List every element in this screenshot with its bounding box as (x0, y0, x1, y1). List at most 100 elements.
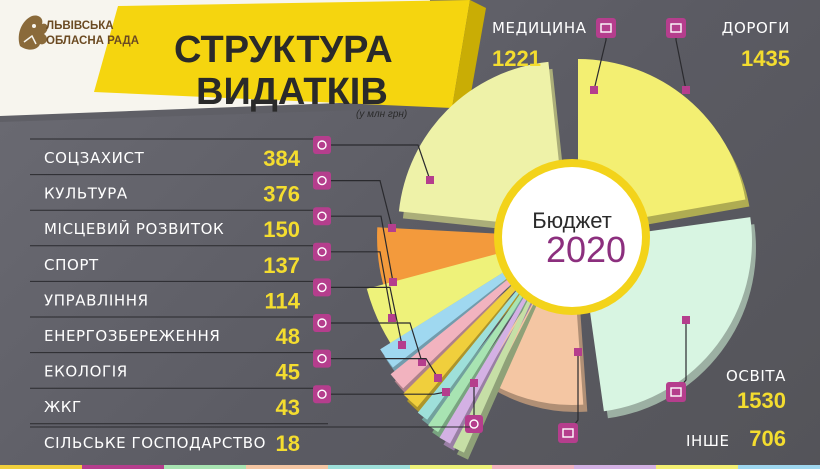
slice-education (588, 217, 752, 412)
major-category-value: 1530 (737, 388, 786, 413)
title-unit: (у млн грн) (356, 109, 407, 120)
major-category-label: МЕДИЦИНА (492, 19, 587, 37)
category-value: 45 (276, 360, 300, 385)
road-icon (666, 18, 686, 38)
strip-segment (492, 465, 575, 469)
category-row: СПОРТ 137 (30, 242, 331, 278)
education-books-icon (666, 382, 686, 402)
bottom-color-strip (0, 465, 820, 469)
category-value: 137 (263, 253, 300, 278)
connector-line (331, 215, 394, 283)
slice-housing (439, 288, 532, 444)
strip-segment (738, 465, 820, 469)
slice-local-development (380, 268, 513, 368)
strip-segment (656, 465, 739, 469)
major-category-labels: МЕДИЦИНА 1221 ДОРОГИ 1435 ОСВІТА 1530 ІНШЕ 706 (492, 18, 790, 451)
connector-marker (418, 358, 426, 366)
connector-marker (442, 388, 450, 396)
center-year: 2020 (546, 229, 626, 270)
connector-marker (682, 86, 690, 94)
category-row: ЕКОЛОГІЯ 45 (30, 349, 331, 385)
theatre-masks-icon (313, 171, 331, 190)
strip-segment (246, 465, 329, 469)
connector-marker (682, 316, 690, 324)
strip-segment (82, 465, 165, 469)
connector-line (331, 322, 423, 363)
slice-energy-saving (417, 283, 525, 420)
major-category-label: ІНШЕ (686, 432, 730, 450)
category-value: 376 (263, 182, 300, 207)
local-development-icon (313, 207, 331, 226)
strip-segment (0, 465, 83, 469)
major-category: ДОРОГИ 1435 (666, 18, 790, 94)
sport-runner-icon (313, 242, 331, 261)
center-label: Бюджет (532, 208, 612, 233)
organization-line2: ОБЛАСНА РАДА (46, 35, 139, 47)
ecology-leaf-icon (313, 349, 331, 368)
category-row: МІСЦЕВИЙ РОЗВИТОК 150 (30, 207, 331, 242)
major-category-value: 1221 (492, 46, 541, 71)
connector-line (331, 180, 393, 229)
category-label: МІСЦЕВИЙ РОЗВИТОК (44, 219, 224, 238)
category-label: УПРАВЛІННЯ (44, 291, 149, 309)
lion-emblem-icon (18, 15, 48, 50)
title-banner (94, 0, 470, 108)
connector-marker (388, 314, 396, 322)
agriculture-tractor-icon (465, 415, 483, 433)
category-value: 18 (276, 431, 300, 456)
other-coins-icon (558, 423, 578, 443)
category-row: УПРАВЛІННЯ 114 (30, 278, 331, 313)
strip-segment (164, 465, 247, 469)
management-chart-icon (313, 278, 331, 297)
major-category: МЕДИЦИНА 1221 (492, 18, 616, 94)
category-value: 384 (263, 146, 300, 171)
connector-marker (388, 224, 396, 232)
connector-marker (398, 341, 406, 349)
major-category-label: ДОРОГИ (722, 19, 790, 37)
housing-building-icon (313, 385, 331, 404)
strip-segment (574, 465, 657, 469)
category-row: КУЛЬТУРА 376 (30, 171, 331, 207)
connector-line (331, 358, 439, 379)
category-label: ЕНЕРГОЗБЕРЕЖЕННЯ (44, 327, 220, 345)
category-value: 48 (276, 324, 300, 349)
connector-marker (574, 348, 582, 356)
category-row: СІЛЬСЬКЕ ГОСПОДАРСТВО 18 (30, 415, 483, 456)
category-value: 114 (265, 288, 301, 313)
category-value: 43 (276, 395, 300, 420)
major-category-value: 1435 (741, 46, 790, 71)
energy-bulb-icon (313, 314, 331, 332)
connector-marker (434, 374, 442, 382)
slice-ecology (428, 286, 529, 433)
strip-segment (328, 465, 411, 469)
major-category: ОСВІТА 1530 (666, 316, 786, 413)
slice-culture (366, 252, 510, 343)
major-category-label: ОСВІТА (726, 367, 786, 385)
center-disc (502, 167, 642, 307)
connector-line (331, 144, 431, 181)
major-category-value: 706 (749, 426, 786, 451)
category-label: КУЛЬТУРА (44, 185, 128, 203)
major-category: ІНШЕ 706 (558, 348, 786, 451)
category-label: ЕКОЛОГІЯ (44, 363, 128, 381)
category-row: СОЦЗАХИСТ 384 (30, 136, 331, 171)
social-protection-icon (313, 136, 331, 154)
connector-lines (331, 144, 478, 415)
organization-line1: ЛЬВІВСЬКА (46, 20, 114, 32)
category-label: СОЦЗАХИСТ (44, 149, 145, 167)
category-label: СІЛЬСЬКЕ ГОСПОДАРСТВО (44, 434, 266, 452)
connector-marker (470, 379, 478, 387)
connector-marker (389, 278, 397, 286)
category-value: 150 (263, 217, 300, 242)
title-banner-edge (452, 0, 486, 110)
title-line1: СТРУКТУРА (174, 29, 393, 71)
category-row: ЖКГ 43 (30, 385, 331, 420)
connector-line (331, 286, 403, 346)
category-row: ЕНЕРГОЗБЕРЕЖЕННЯ 48 (30, 314, 331, 349)
connector-marker (426, 176, 434, 184)
category-label: ЖКГ (44, 398, 82, 416)
connector-marker (590, 86, 598, 94)
